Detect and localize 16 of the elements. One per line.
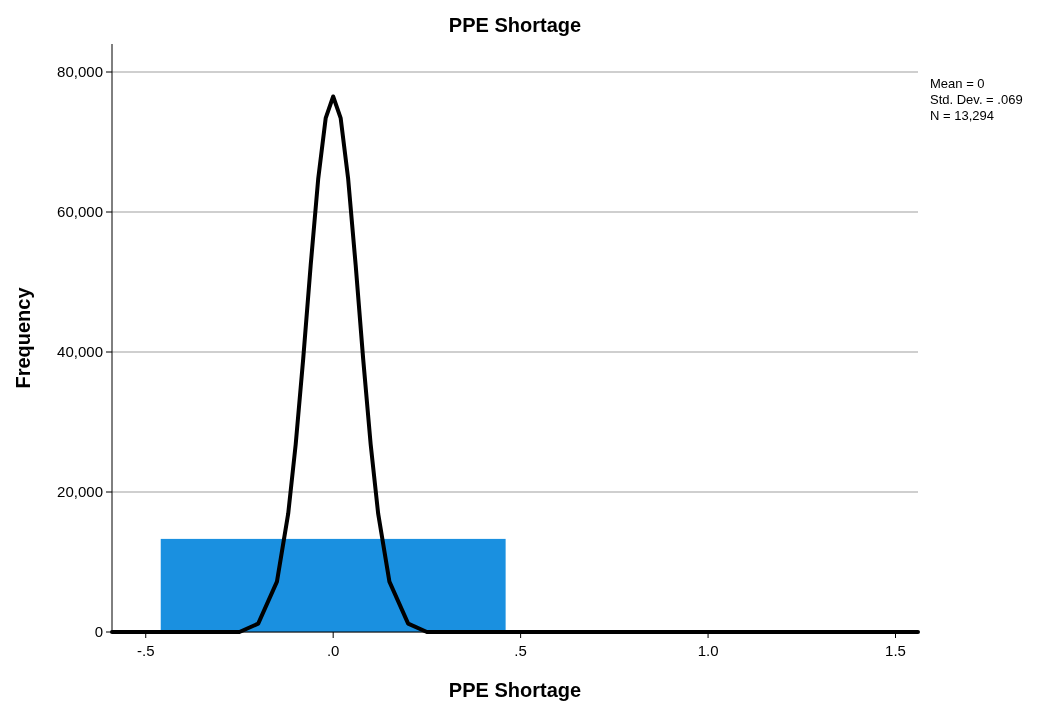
x-tick-label: 1.5 xyxy=(885,642,906,659)
x-axis-title: PPE Shortage xyxy=(448,679,582,701)
y-tick-label: 0 xyxy=(94,623,103,641)
y-axis-title: Frequency xyxy=(12,286,34,389)
y-tick-label: 60,000 xyxy=(57,203,103,221)
x-tick-label: .0 xyxy=(326,642,340,659)
y-tick-label: 40,000 xyxy=(57,343,103,361)
text: N = 13,294 xyxy=(930,108,994,123)
text: Mean = 0 xyxy=(930,76,985,91)
y-tick-label: 80,000 xyxy=(57,63,103,81)
chart-title: PPE Shortage xyxy=(448,14,582,36)
x-tick-label: .5 xyxy=(514,642,527,659)
text: Std. Dev. = .069 xyxy=(930,92,1023,107)
y-tick-label: 20,000 xyxy=(57,483,103,501)
x-tick-label: 1.0 xyxy=(697,642,719,659)
x-tick-label: -.5 xyxy=(136,642,155,659)
